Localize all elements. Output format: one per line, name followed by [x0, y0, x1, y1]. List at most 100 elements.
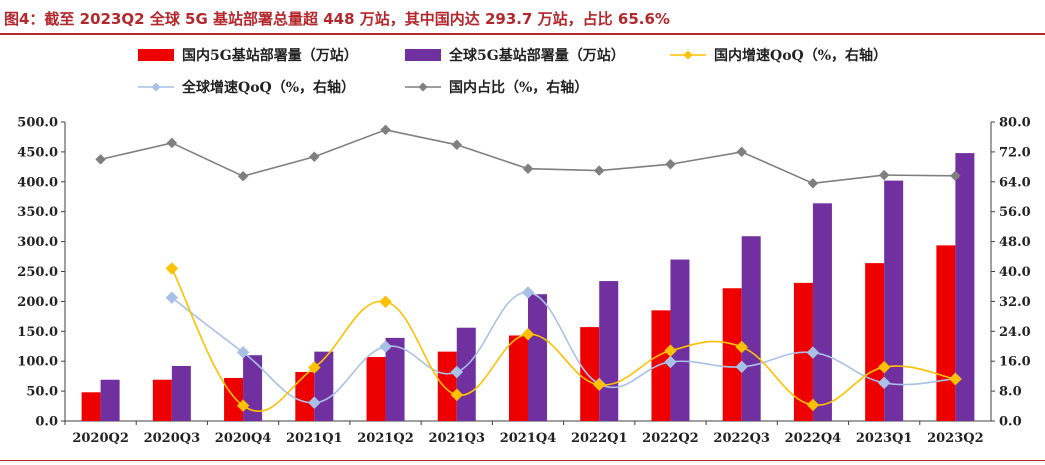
- y-left-tick-label: 250.0: [17, 265, 58, 280]
- y-left-tick-label: 100.0: [17, 355, 58, 370]
- domestic-share-point: [878, 169, 890, 181]
- domestic-share-point: [665, 158, 676, 170]
- chart-lines: [95, 124, 962, 413]
- domestic-bar: [651, 310, 671, 421]
- domestic-share-point: [522, 163, 534, 175]
- domestic-qoq-point: [806, 398, 820, 412]
- global-bar: [314, 351, 334, 421]
- x-tick-label: 2023Q2: [927, 431, 984, 446]
- bottom-divider: [0, 460, 1045, 461]
- domestic-qoq-point: [450, 388, 464, 402]
- y-right-tick-label: 32.0: [999, 295, 1031, 310]
- global-qoq-line: [171, 291, 956, 404]
- global-bar: [100, 379, 120, 421]
- domestic-qoq-point: [735, 340, 749, 354]
- y-left-tick-label: 150.0: [17, 325, 58, 340]
- global-qoq-point: [307, 396, 321, 410]
- global-bar: [955, 153, 975, 421]
- global-bar: [528, 294, 547, 421]
- y-right-tick-label: 16.0: [999, 355, 1031, 370]
- domestic-bar: [81, 392, 101, 421]
- legend-global-bar-label: 全球5G基站部署量（万站）: [448, 47, 625, 64]
- domestic-share-point: [950, 170, 961, 182]
- x-tick-label: 2023Q1: [856, 431, 913, 446]
- global-qoq-point: [877, 376, 891, 390]
- domestic-bar: [366, 357, 386, 421]
- domestic-bar: [509, 335, 528, 421]
- domestic-share-point: [451, 139, 463, 151]
- domestic-qoq-point: [379, 295, 392, 309]
- domestic-bar: [295, 371, 315, 421]
- domestic-qoq-point: [877, 360, 891, 374]
- domestic-qoq-point: [664, 344, 677, 358]
- domestic-bar: [437, 351, 457, 421]
- title-divider: [0, 33, 1045, 35]
- global-bar: [670, 259, 690, 421]
- domestic-share-point: [166, 137, 178, 149]
- global-qoq-point: [450, 365, 464, 379]
- domestic-bar: [580, 327, 600, 421]
- x-tick-label: 2021Q1: [286, 431, 343, 446]
- global-qoq-point: [806, 346, 820, 359]
- chart-legend: 国内5G基站部署量（万站） 全球5G基站部署量（万站） 国内增速QoQ（%，右轴） 全…: [138, 47, 887, 96]
- y-left-tick-label: 0.0: [35, 415, 58, 430]
- chart-bars: [81, 153, 975, 421]
- global-qoq-point: [664, 355, 677, 369]
- x-tick-label: 2021Q2: [357, 431, 414, 446]
- domestic-qoq-line: [171, 268, 956, 413]
- legend-domestic-qoq-marker: [683, 50, 693, 60]
- domestic-share-point: [380, 124, 391, 136]
- domestic-share-point: [95, 154, 106, 165]
- x-tick-label: 2020Q2: [72, 431, 129, 446]
- y-right-tick-label: 24.0: [999, 325, 1031, 340]
- legend-domestic-share-marker: [418, 82, 428, 92]
- legend-global-qoq-label: 全球增速QoQ（%，右轴）: [181, 79, 355, 96]
- x-tick-label: 2021Q3: [428, 431, 485, 446]
- y-left-tick-label: 500.0: [17, 116, 58, 131]
- domestic-share-point: [308, 151, 320, 163]
- y-right-tick-label: 72.0: [999, 145, 1031, 160]
- global-bar: [599, 281, 619, 421]
- global-bar: [884, 180, 904, 421]
- y-right-tick-label: 0.0: [999, 415, 1022, 430]
- legend-domestic-bar-swatch: [138, 49, 174, 61]
- y-left-tick-label: 400.0: [17, 175, 58, 190]
- global-bar: [171, 365, 191, 421]
- domestic-bar: [152, 379, 172, 421]
- domestic-qoq-point: [592, 378, 606, 392]
- legend-global-bar-swatch: [405, 49, 441, 61]
- domestic-bar: [865, 263, 885, 421]
- global-bar: [812, 203, 832, 421]
- x-tick-label: 2022Q3: [713, 431, 770, 446]
- domestic-bar: [722, 288, 742, 421]
- global-qoq-point: [735, 360, 749, 374]
- y-left-tick-label: 50.0: [26, 385, 58, 400]
- legend-global-qoq-marker: [151, 82, 161, 92]
- legend-domestic-bar-label: 国内5G基站部署量（万站）: [182, 47, 358, 64]
- y-right-tick-label: 40.0: [999, 265, 1031, 280]
- domestic-bar: [224, 377, 244, 421]
- global-qoq-point: [379, 340, 392, 353]
- chart-axes: 0.0 50.0 100.0 150.0 200.0 250.0 300.0 350.0 400…: [17, 116, 1030, 447]
- x-tick-label: 2020Q4: [215, 431, 272, 446]
- x-tick-label: 2021Q4: [500, 431, 557, 446]
- y-left-tick-label: 450.0: [17, 145, 58, 160]
- domestic-share-point: [593, 165, 605, 176]
- domestic-share-point: [807, 177, 819, 189]
- x-tick-label: 2022Q4: [785, 431, 842, 446]
- domestic-qoq-point: [949, 372, 962, 386]
- y-left-tick-label: 350.0: [17, 205, 58, 220]
- domestic-share-line: [100, 129, 956, 185]
- y-left-tick-label: 200.0: [17, 295, 58, 310]
- y-left-tick-label: 300.0: [17, 235, 58, 250]
- domestic-share-point: [237, 170, 249, 182]
- global-bar: [456, 327, 476, 421]
- x-tick-label: 2022Q2: [642, 431, 699, 446]
- domestic-bar: [936, 245, 956, 421]
- domestic-qoq-point: [236, 399, 250, 413]
- y-right-tick-label: 64.0: [999, 175, 1031, 190]
- y-right-tick-label: 48.0: [999, 235, 1031, 250]
- global-qoq-point: [236, 345, 250, 359]
- y-right-tick-label: 80.0: [999, 116, 1031, 131]
